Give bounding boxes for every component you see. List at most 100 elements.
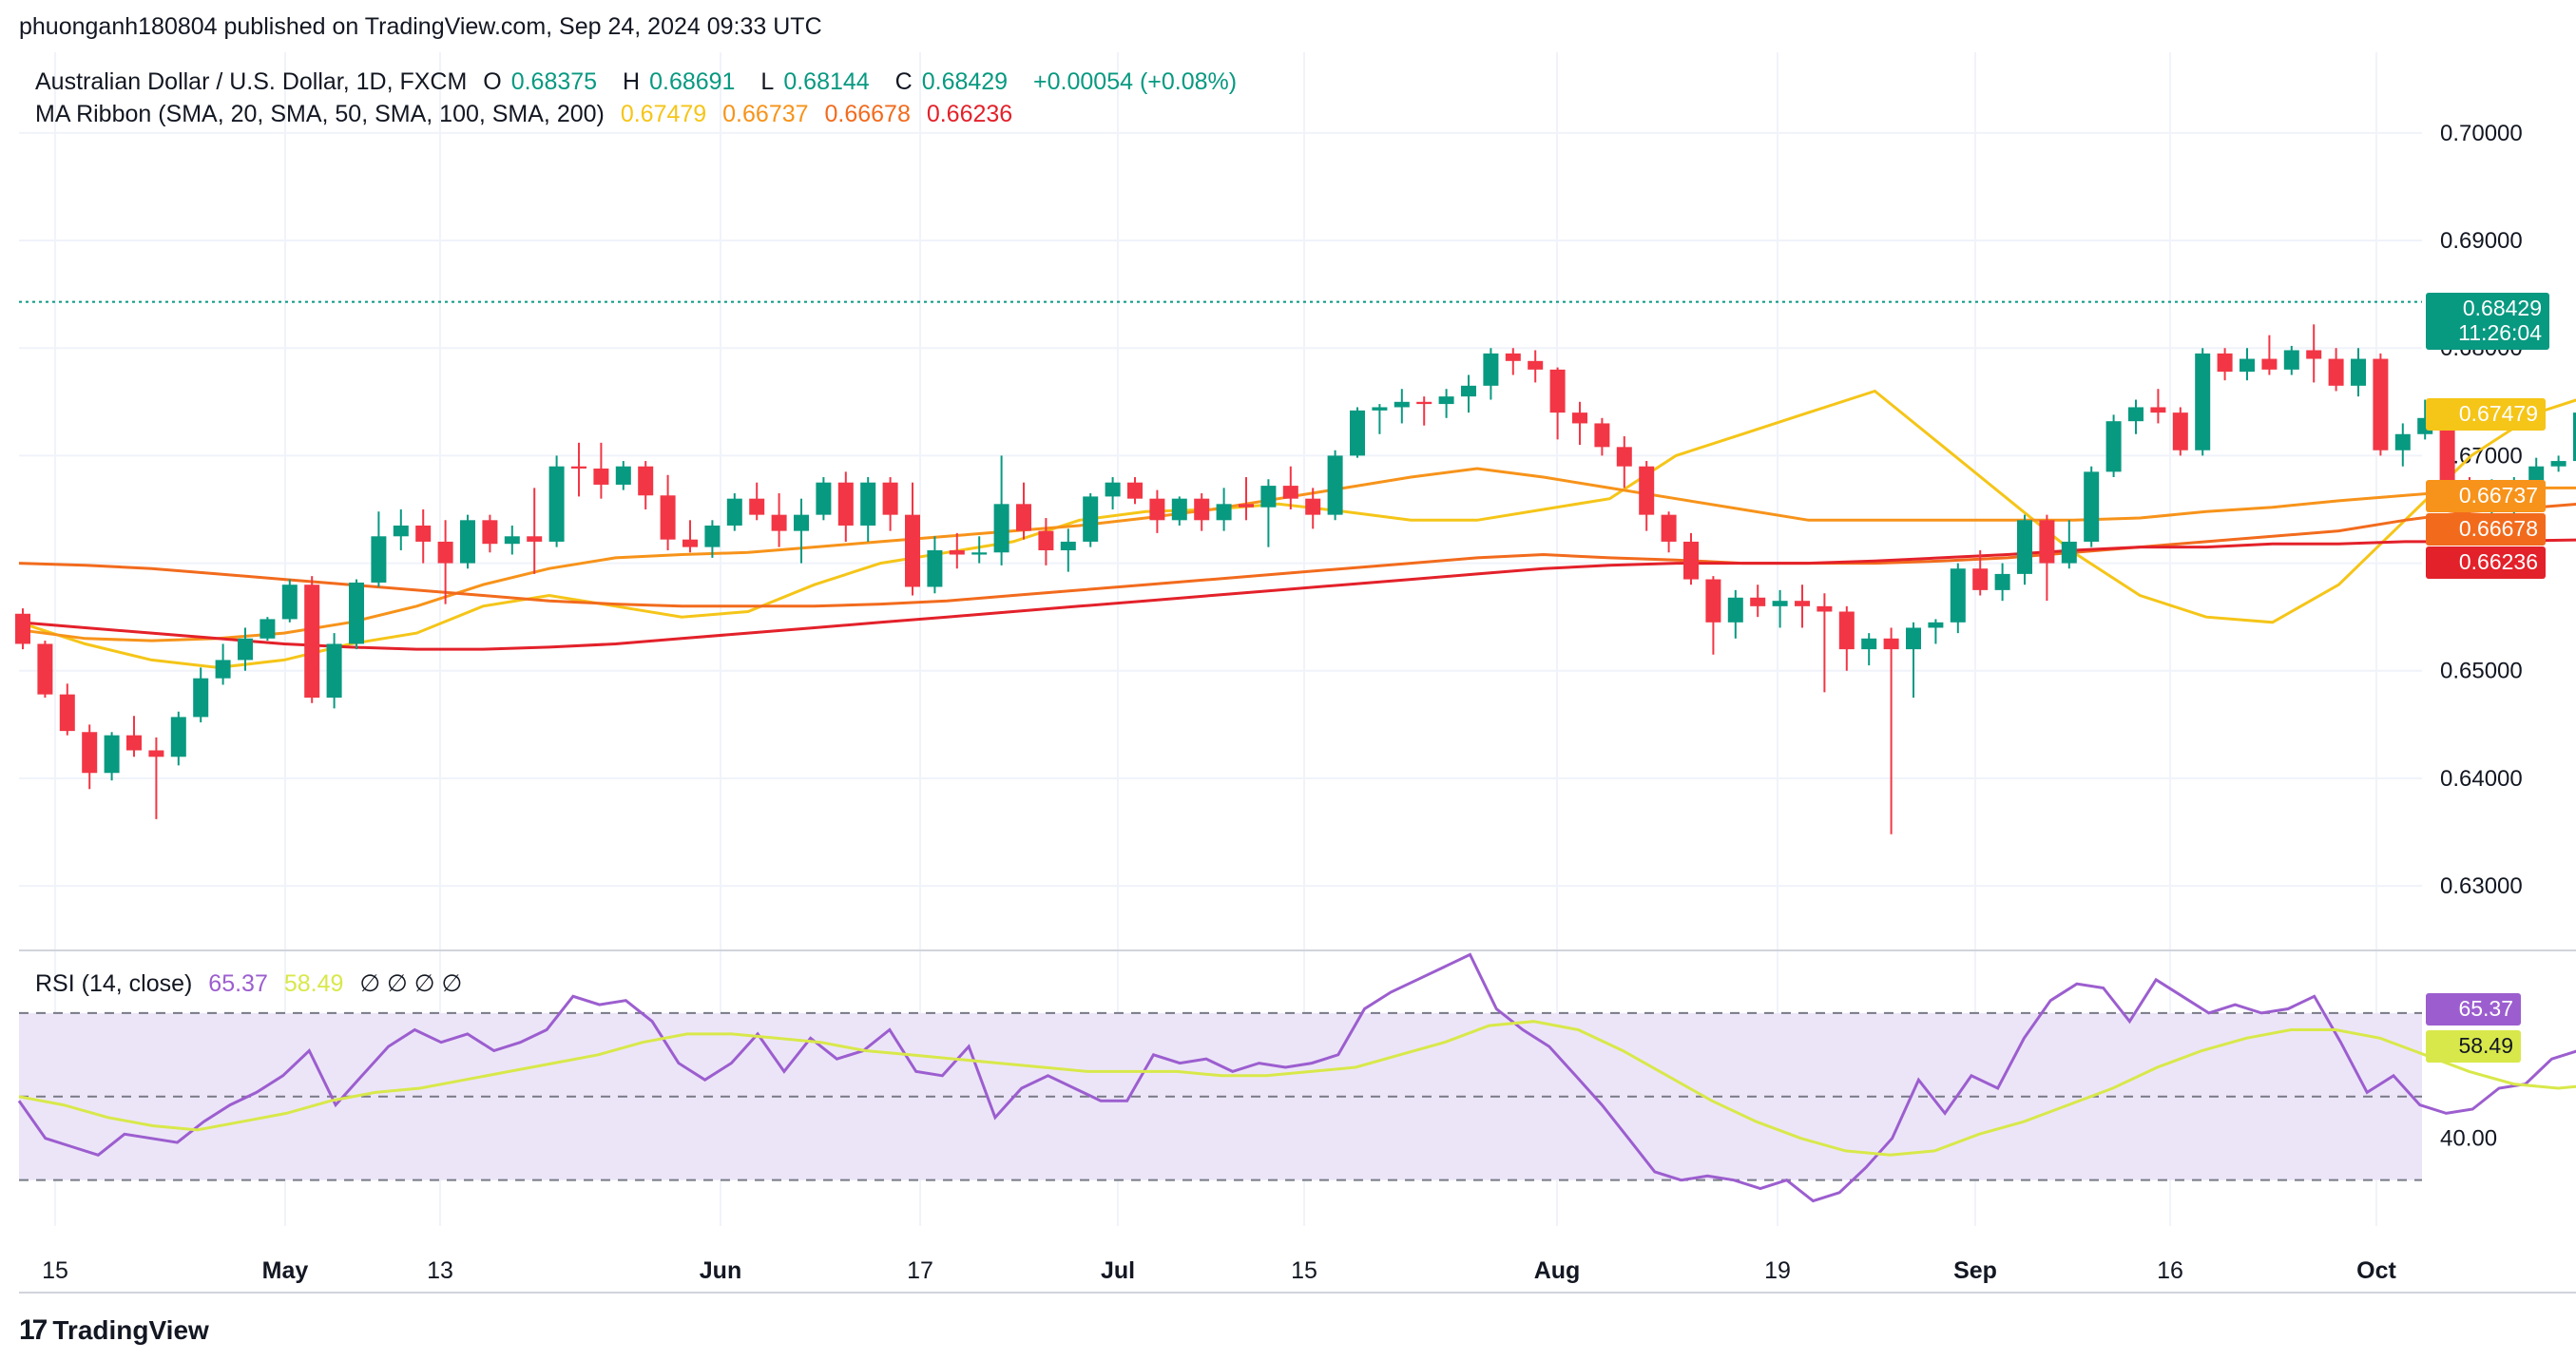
candle-body [548, 466, 565, 542]
candle [816, 477, 832, 521]
candle [126, 716, 142, 757]
candle [2306, 324, 2322, 383]
candle [2283, 345, 2299, 375]
candle-body [1372, 407, 1388, 411]
candle [1528, 350, 1544, 383]
candle-body [1105, 482, 1121, 497]
candle [37, 641, 53, 699]
time-axis-tick: 16 [2157, 1257, 2183, 1284]
candle-body [1817, 605, 1833, 612]
candle [460, 514, 475, 569]
candle-body [148, 750, 164, 757]
candle [1438, 389, 1454, 418]
candle-body [2439, 417, 2455, 494]
candle-body [1350, 410, 1365, 456]
candle [1372, 404, 1388, 434]
symbol-legend: Australian Dollar / U.S. Dollar, 1D, FXC… [35, 68, 1246, 96]
candle-body [304, 585, 320, 699]
candle-body [1149, 498, 1165, 521]
candle [238, 627, 253, 671]
candle [371, 511, 387, 587]
time-axis-tick: 13 [427, 1257, 453, 1284]
candle-body [726, 498, 742, 526]
candle [548, 455, 565, 547]
candle [1838, 605, 1855, 671]
candle-body [593, 468, 609, 485]
candles [15, 324, 2576, 834]
candle [993, 455, 1009, 565]
candle-body [2061, 541, 2077, 564]
tradingview-footer[interactable]: 17 TradingView [19, 1314, 209, 1347]
candle [1661, 511, 1677, 553]
candle [1171, 496, 1187, 526]
candle-body [2528, 466, 2545, 483]
candle-body [1950, 568, 1966, 623]
candle [1950, 563, 1966, 634]
candle [1416, 396, 1432, 426]
candle-body [749, 498, 765, 515]
candle-body [1705, 579, 1721, 623]
candle-body [1327, 455, 1343, 515]
low-label: L [760, 68, 775, 95]
sma50-value: 0.66737 [722, 101, 809, 127]
candle [2084, 466, 2100, 547]
candle [1795, 585, 1810, 628]
candle-body [1994, 573, 2010, 590]
candle [304, 576, 320, 703]
candle [927, 536, 943, 594]
price-axis-tick: 0.70000 [2440, 121, 2523, 146]
candle [1705, 576, 1721, 655]
candle [660, 474, 676, 550]
candle [726, 493, 742, 531]
candle [2394, 423, 2411, 467]
candle-body [638, 466, 654, 496]
candle [59, 683, 75, 736]
candle-body [571, 466, 586, 469]
candle-body [1549, 369, 1566, 413]
high-label: H [623, 68, 641, 95]
symbol-title: Australian Dollar / U.S. Dollar, 1D, FXC… [35, 68, 468, 95]
candle [2128, 399, 2143, 434]
candle-body [2195, 353, 2211, 450]
rsi-title: RSI (14, close) [35, 970, 193, 997]
candle [415, 508, 432, 564]
candle-body [1171, 498, 1187, 521]
rsi-ma-price-tag: 58.49 [2426, 1030, 2521, 1063]
candle-body [1305, 498, 1321, 515]
candle [1260, 479, 1277, 547]
candle-body [1416, 401, 1432, 405]
candle-body [527, 536, 543, 542]
sma-line-1 [18, 389, 2576, 669]
candle-body [771, 514, 787, 531]
candle [148, 737, 164, 819]
sma-line-2 [18, 467, 2576, 642]
sma20-price-tag: 0.67479 [2426, 398, 2546, 431]
candle-body [1438, 396, 1454, 405]
rsi-ma-legend-value: 58.49 [283, 970, 344, 997]
time-axis-tick: Jul [1101, 1257, 1135, 1284]
candle-body [104, 735, 120, 774]
candle-body [1972, 568, 1989, 590]
candle [1572, 401, 1587, 446]
sma50-price-tag: 0.66737 [2426, 480, 2546, 512]
candle [260, 617, 276, 642]
candle-body [1838, 611, 1855, 650]
price-axis-tick: 0.65000 [2440, 659, 2523, 684]
candle [1105, 477, 1121, 509]
rsi-legend: RSI (14, close) 65.37 58.49 ∅ ∅ ∅ ∅ [35, 969, 471, 998]
candle-body [2550, 461, 2566, 467]
rsi-axis-tick: 40.00 [2440, 1126, 2497, 1152]
candle [1883, 627, 1899, 834]
candle [794, 498, 809, 564]
bar-countdown: 11:26:04 [2458, 320, 2542, 345]
candle-body [1661, 514, 1677, 542]
candle [1216, 488, 1232, 531]
candle-body [1572, 412, 1587, 424]
candle [215, 643, 231, 685]
candle [2240, 348, 2255, 381]
candle [1594, 417, 1610, 456]
candle [482, 514, 498, 553]
candle [571, 442, 586, 497]
candle-body [1038, 530, 1054, 550]
